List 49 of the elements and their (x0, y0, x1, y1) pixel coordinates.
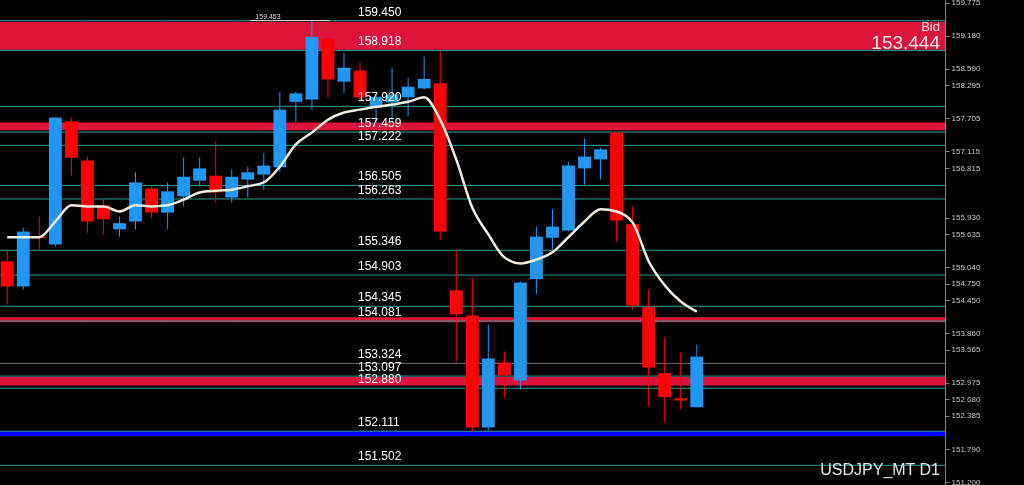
candlestick (401, 77, 415, 117)
text: Bid (921, 19, 940, 34)
candlestick (594, 147, 607, 181)
ref-line-label: 158.918 (358, 34, 402, 49)
y-tick-label: 153.860 (951, 328, 981, 338)
candlestick (546, 208, 559, 250)
y-tick-label: 155.635 (951, 229, 981, 239)
candlestick (337, 52, 351, 94)
y-tick-label: 153.565 (951, 345, 981, 355)
y-tick-label: 155.040 (951, 262, 981, 272)
text: USDJPY_MT D1 (820, 461, 941, 479)
y-tick-label: 157.705 (951, 113, 981, 123)
y-tick-label: 159.180 (951, 31, 981, 41)
y-tick-label: 152.385 (951, 411, 981, 421)
y-tick-label: 151.790 (951, 444, 981, 454)
candlestick (578, 138, 591, 186)
y-tick-label: 151.200 (951, 477, 981, 485)
y-tick-label: 158.590 (951, 64, 981, 74)
y-tick-label: 158.295 (951, 80, 981, 90)
ref-line-label: 159.450 (358, 4, 402, 19)
ref-line-label: 153.324 (358, 347, 402, 362)
y-tick-label: 154.450 (951, 295, 981, 305)
ref-line-label: 156.263 (358, 182, 402, 197)
y-tick-label: 152.680 (951, 394, 981, 404)
ref-line-label: 154.903 (358, 259, 402, 274)
ref-line-label: 153.097 (358, 360, 402, 375)
candlestick (497, 350, 511, 398)
candlestick (417, 56, 431, 90)
candlestick (113, 215, 126, 238)
candlestick (193, 157, 207, 187)
ref-line-label: 156.505 (358, 169, 402, 184)
candlestick (289, 91, 303, 124)
text: 153.444 (871, 32, 941, 53)
y-tick-label: 159.775 (951, 0, 981, 8)
candlestick (177, 157, 191, 207)
y-tick-label: 152.975 (951, 378, 981, 388)
ref-line-label: 151.502 (358, 449, 402, 464)
ref-line-label: 157.222 (358, 129, 402, 144)
y-tick-label: 157.115 (951, 146, 981, 156)
y-tick-label: 154.750 (951, 279, 981, 289)
ref-line-label: 155.346 (358, 234, 402, 249)
y-tick-label: 155.930 (951, 213, 981, 223)
ref-line-label: 154.345 (358, 290, 402, 305)
candlestick (674, 351, 688, 410)
ref-line-label: 152.111 (358, 415, 400, 430)
candlestick (257, 152, 271, 191)
y-tick-label: 156.815 (951, 163, 981, 173)
ref-line-label: 154.081 (358, 305, 402, 320)
candlestick (241, 166, 255, 198)
